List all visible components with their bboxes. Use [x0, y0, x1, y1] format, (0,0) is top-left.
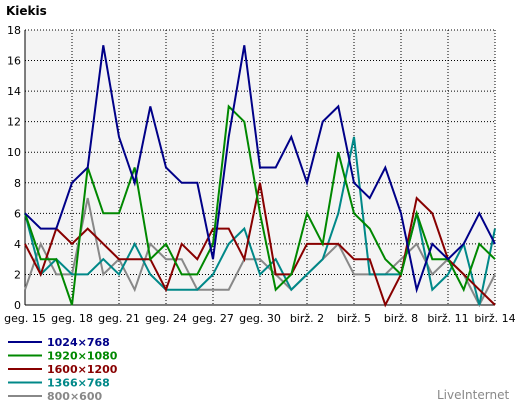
y-tick-label: 10: [7, 146, 21, 159]
x-tick-labels: geg. 15 geg. 18 geg. 21 geg. 24 geg. 27 geg. …: [4, 312, 516, 325]
legend-label: 1024×768: [47, 336, 110, 349]
legend-label: 800×600: [47, 390, 102, 403]
x-tick-label: geg. 18: [51, 312, 93, 325]
legend: 1024×7681920×10801600×12001366×768800×60…: [8, 336, 118, 403]
y-tick-labels: 0 2 4 6 8 10 12 14 16 18: [7, 24, 21, 312]
y-tick-label: 2: [14, 268, 21, 281]
legend-label: 1920×1080: [47, 350, 118, 363]
x-tick-label: geg. 30: [239, 312, 281, 325]
x-tick-label: geg. 21: [98, 312, 140, 325]
series-line: [24, 104, 496, 306]
y-tick-label: 6: [14, 207, 21, 220]
series-lines: [24, 45, 496, 308]
x-tick-label: birž. 2: [290, 312, 324, 325]
y-tick-label: 12: [7, 116, 21, 129]
series-line: [24, 182, 496, 308]
x-tick-label: birž. 5: [337, 312, 371, 325]
y-tick-label: 8: [14, 177, 21, 190]
legend-label: 1600×1200: [47, 363, 118, 376]
x-tick-label: birž. 8: [384, 312, 418, 325]
watermark: LiveInternet: [437, 388, 509, 402]
y-tick-label: 0: [14, 299, 21, 312]
y-tick-label: 14: [7, 85, 21, 98]
series-line: [24, 197, 496, 308]
series-line: [24, 45, 496, 294]
x-tick-label: birž. 11: [427, 312, 468, 325]
y-tick-label: 16: [7, 55, 21, 68]
x-tick-label: geg. 24: [145, 312, 187, 325]
x-tick-label: geg. 15: [4, 312, 46, 325]
x-tick-label: geg. 27: [192, 312, 234, 325]
y-axis-label: Kiekis: [6, 4, 47, 18]
x-tick-label: birž. 14: [474, 312, 515, 325]
axes: [24, 30, 495, 306]
y-tick-label: 18: [7, 24, 21, 37]
legend-label: 1366×768: [47, 377, 110, 390]
y-tick-label: 4: [14, 238, 21, 251]
